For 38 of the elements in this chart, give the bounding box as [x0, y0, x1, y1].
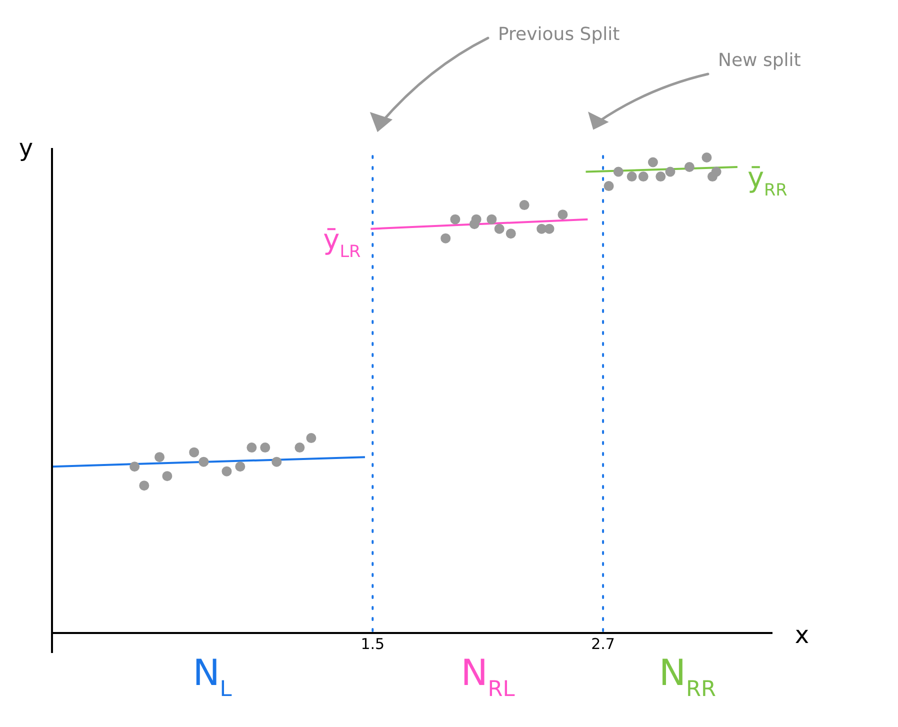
point [665, 166, 676, 177]
point [711, 166, 722, 177]
point [440, 233, 451, 244]
point [519, 200, 530, 210]
point [306, 433, 316, 444]
point [235, 462, 246, 472]
point [139, 480, 150, 491]
point [246, 442, 257, 453]
point [154, 452, 165, 462]
point [648, 157, 658, 168]
point [506, 228, 516, 239]
point [604, 181, 614, 192]
point [558, 210, 568, 220]
point [544, 224, 554, 234]
point [198, 456, 209, 467]
point [471, 214, 482, 224]
y-axis-title: y [18, 134, 34, 162]
x-axis-title: x [794, 621, 810, 649]
point [613, 166, 624, 177]
point [272, 456, 282, 467]
x-tick-label: 1.5 [360, 634, 385, 653]
text: New split [718, 50, 801, 71]
point [222, 466, 232, 476]
point [656, 172, 666, 182]
point [494, 224, 504, 234]
point [702, 152, 712, 163]
point [450, 214, 460, 224]
point [486, 214, 497, 224]
point [294, 442, 305, 453]
point [626, 172, 637, 182]
x-tick-label: 2.7 [591, 634, 615, 653]
point [684, 162, 694, 172]
text: Previous Split [498, 24, 620, 45]
point [260, 442, 270, 453]
point [162, 471, 172, 482]
point [130, 462, 140, 472]
point [638, 172, 648, 182]
point [189, 447, 200, 458]
